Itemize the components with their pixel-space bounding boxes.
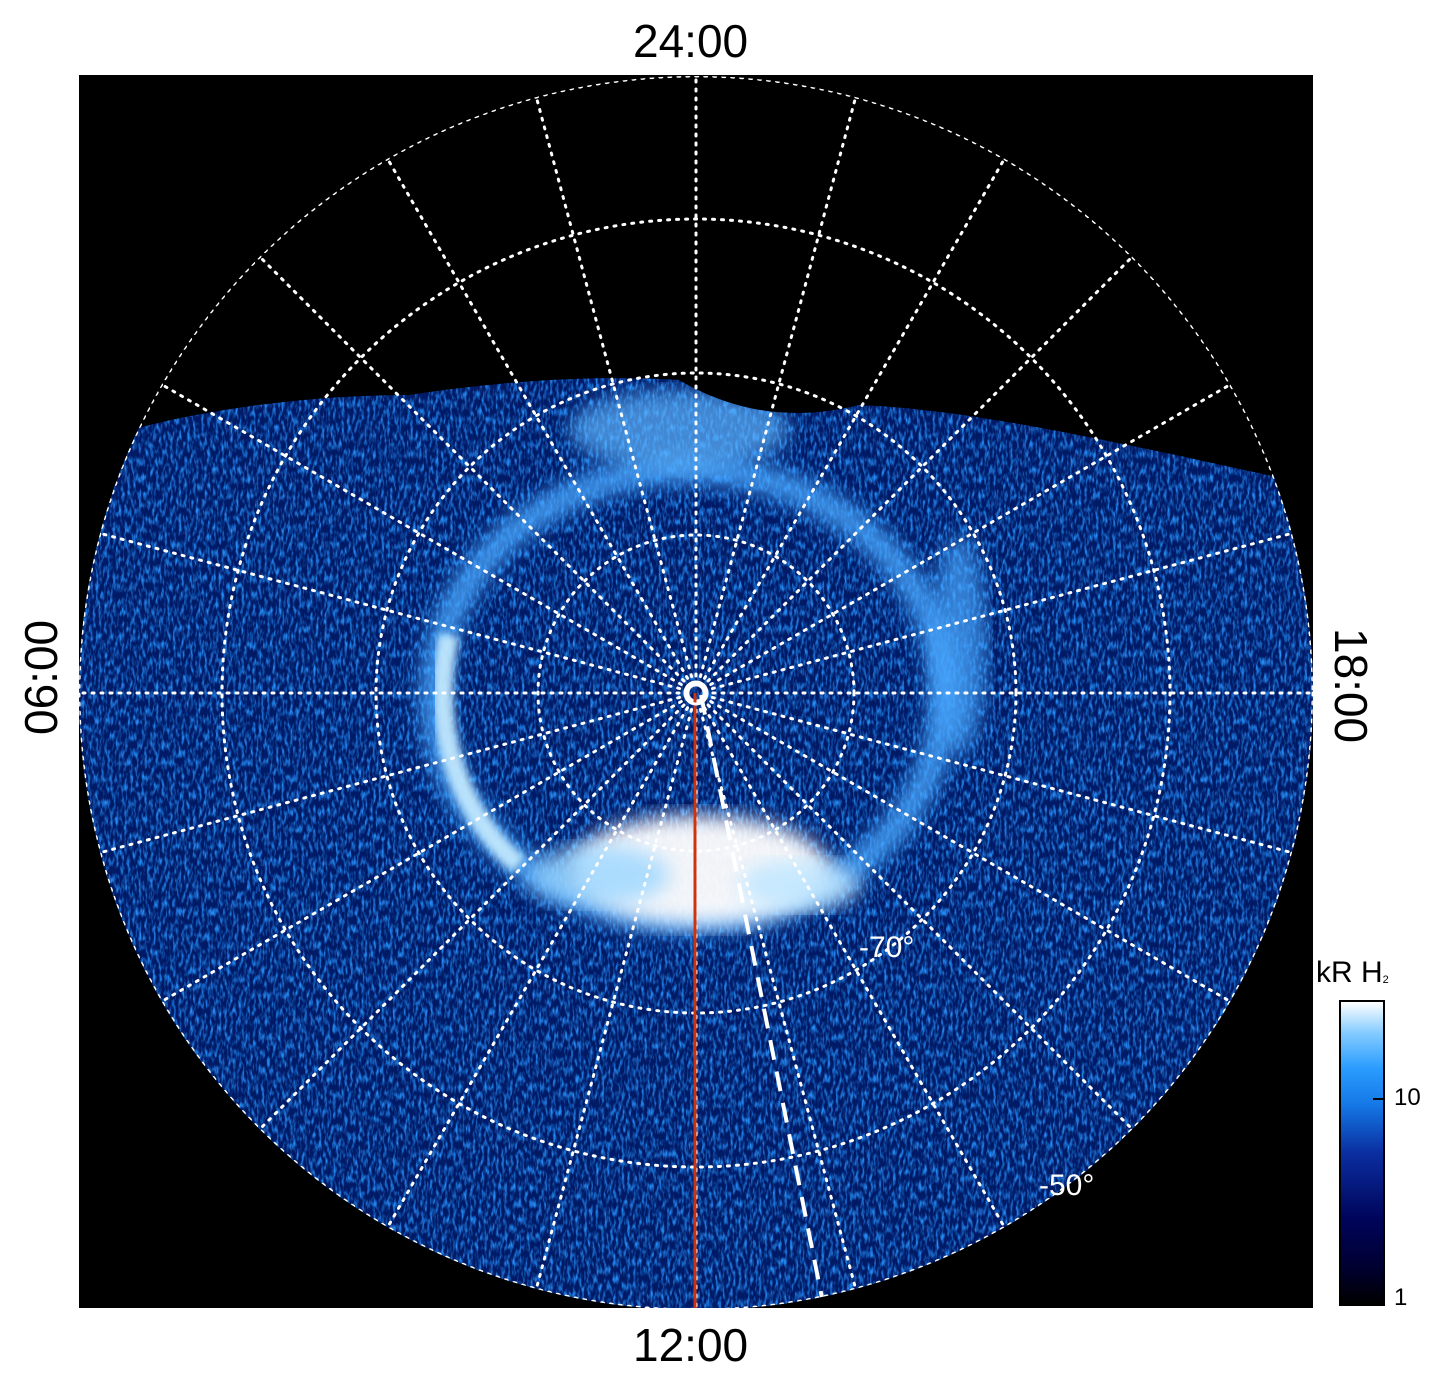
colorbar-label-1: 1 [1394,1284,1408,1311]
latitude-circle-2 [374,371,1018,1015]
local-time-18-label: 18:00 [1325,628,1377,744]
colorbar-title: kR H2 [1316,956,1389,989]
meridian-line-22 [701,383,1232,691]
meridian-line-10 [160,695,691,1003]
meridian-line-11 [98,693,690,855]
latitude-label-50: -50° [1039,1169,1094,1202]
meridian-line-5 [696,699,858,1291]
meridian-line-1 [702,693,1294,855]
meridian-line-23 [702,531,1294,693]
colorbar-tick-10 [1373,1098,1385,1100]
colorbar [1339,1000,1385,1306]
meridian-line-4 [698,698,1006,1229]
meridian-line-20 [698,157,1006,688]
latitude-circle-3 [536,533,856,853]
meridian-line-3 [700,697,1134,1131]
latitude-circle-1 [220,217,1172,1169]
meridian-line-17 [534,95,696,687]
meridian-line-7 [534,699,696,1291]
meridian-line-2 [701,695,1232,1003]
local-time-12-label: 12:00 [633,1319,749,1371]
aurora-image: -70° -50° [79,76,1313,1308]
meridian-line-21 [700,255,1134,689]
meridian-line-16 [386,157,694,688]
local-time-06-label: 06:00 [15,619,67,735]
meridian-line-9 [258,697,692,1131]
meridian-line-13 [98,531,690,693]
pole-marker [683,680,709,706]
colorbar-label-10: 10 [1394,1084,1421,1111]
meridian-line-14 [160,383,691,691]
meridian-line-8 [386,698,694,1229]
aurora-polar-projection: -70° -50° [79,75,1313,1308]
local-time-24-label: 24:00 [633,15,749,67]
meridian-line-15 [258,255,692,689]
dashed-reference-line [699,694,826,1308]
meridian-line-19 [696,95,858,687]
latitude-label-70: -70° [859,931,914,964]
